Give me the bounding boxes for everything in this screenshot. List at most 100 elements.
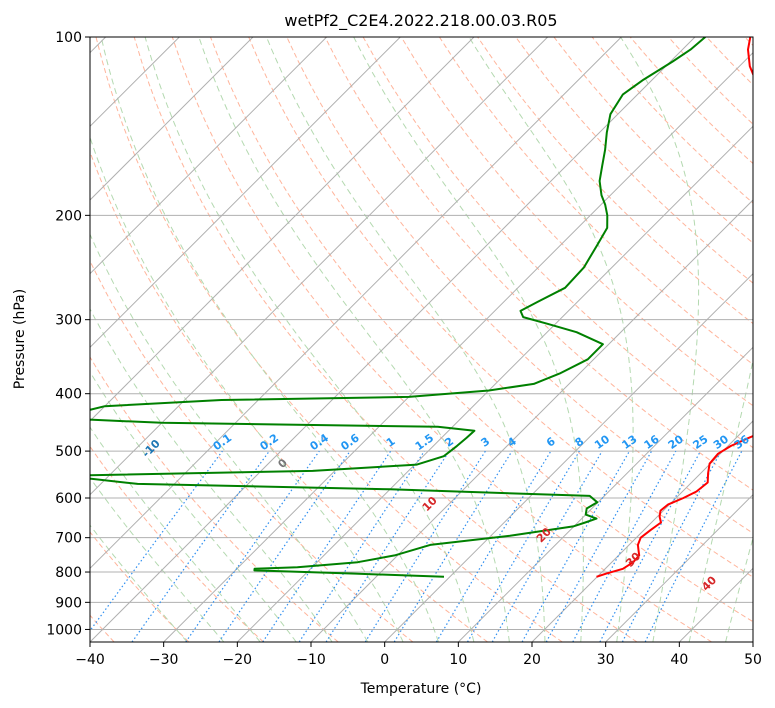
dry-adiabat-label: -20 bbox=[55, 401, 78, 424]
x-tick-label: −40 bbox=[75, 652, 105, 668]
moist-adiabat-label: 10 bbox=[420, 494, 440, 514]
mixing-ratio-label: 6 bbox=[544, 435, 558, 450]
moist-adiabat-line bbox=[353, 37, 584, 642]
y-tick-label: 900 bbox=[55, 595, 82, 611]
mixing-ratio-label: 20 bbox=[666, 432, 686, 452]
isotherm-line bbox=[752, 641, 753, 642]
dry-adiabat-line bbox=[362, 37, 753, 449]
mixing-ratio-label: 30 bbox=[711, 432, 731, 452]
isotherm-line bbox=[163, 51, 753, 642]
isotherm-line bbox=[678, 567, 753, 642]
y-tick-label: 600 bbox=[55, 491, 82, 507]
isotherm-line bbox=[457, 346, 753, 642]
moist-adiabat-label: 0 bbox=[275, 456, 290, 471]
mixing-ratio-line bbox=[599, 450, 702, 642]
isotherm-line bbox=[310, 199, 753, 642]
x-tick-label: 20 bbox=[523, 652, 541, 668]
mixing-ratio-label: 0.1 bbox=[211, 431, 234, 453]
mixing-ratio-line bbox=[218, 450, 351, 642]
isotherm-line bbox=[90, 37, 475, 422]
data-layer bbox=[90, 37, 753, 578]
y-tick-label: 200 bbox=[55, 208, 82, 224]
mixing-ratio-label: 4 bbox=[505, 435, 519, 450]
moist-adiabat-line bbox=[144, 37, 475, 642]
x-tick-label: 40 bbox=[670, 652, 688, 668]
mixing-ratio-line bbox=[90, 450, 223, 632]
isotherm-line bbox=[90, 37, 328, 275]
moist-adiabat-line bbox=[266, 37, 546, 642]
dry-adiabat-line bbox=[90, 150, 488, 642]
isotherm-line bbox=[384, 272, 753, 642]
dry-adiabat-line bbox=[668, 37, 753, 125]
y-tick-label: 100 bbox=[55, 30, 82, 46]
y-tick-label: 700 bbox=[55, 531, 82, 547]
mixing-ratio-label: 0.4 bbox=[308, 431, 332, 453]
dry-adiabat-line bbox=[90, 531, 190, 642]
mixing-ratio-label: 13 bbox=[619, 433, 639, 452]
dry-adiabat-line bbox=[133, 37, 638, 642]
dry-adiabat-line bbox=[210, 37, 753, 623]
mixing-ratio-label: 0.6 bbox=[338, 431, 362, 453]
mixing-ratio-line bbox=[298, 450, 425, 642]
temperature-profile bbox=[596, 37, 753, 578]
moist-adiabat-line bbox=[688, 358, 753, 642]
moist-adiabat-line bbox=[90, 426, 261, 642]
x-tick-label: 10 bbox=[449, 652, 467, 668]
y-tick-label: 800 bbox=[55, 565, 82, 581]
mixing-ratio-line bbox=[325, 450, 450, 642]
chart-title: wetPf2_C2E4.2022.218.00.03.R05 bbox=[284, 11, 557, 31]
dry-adiabat-line bbox=[171, 37, 712, 642]
mixing-ratio-line bbox=[131, 450, 270, 642]
mixing-ratio-label: 10 bbox=[592, 432, 612, 452]
x-tick-label: −30 bbox=[149, 652, 179, 668]
y-tick-label: 400 bbox=[55, 387, 82, 403]
mixing-ratio-line bbox=[393, 450, 513, 642]
moist-adiabat-line bbox=[90, 135, 404, 642]
moist-adiabat-line bbox=[100, 37, 439, 642]
y-tick-label: 300 bbox=[55, 313, 82, 329]
dry-adiabat-line bbox=[95, 37, 563, 642]
mixing-ratio-label: 16 bbox=[642, 432, 662, 452]
isotherm-line bbox=[531, 420, 753, 642]
mixing-ratio-line bbox=[572, 450, 677, 642]
grid-layer bbox=[90, 37, 775, 642]
mixing-ratio-line bbox=[644, 450, 743, 642]
mixing-ratio-line bbox=[545, 450, 653, 642]
x-tick-label: 30 bbox=[597, 652, 615, 668]
mixing-ratio-label: 3 bbox=[479, 435, 493, 450]
dewpoint-profile bbox=[90, 37, 706, 578]
dry-adiabat-line bbox=[324, 37, 753, 491]
mixing-ratio-line bbox=[435, 450, 552, 642]
dry-adiabat-line bbox=[515, 37, 753, 284]
mixing-ratio-label: 36 bbox=[732, 432, 752, 452]
isotherm-line bbox=[605, 493, 753, 642]
moist-adiabat-line bbox=[198, 37, 510, 642]
mixing-ratio-line bbox=[262, 450, 392, 642]
dry-adiabat-line bbox=[553, 37, 753, 244]
axis-layer: −40 −30 −20 −10 0 10 20 30 40 5010020030040050060… bbox=[46, 30, 762, 668]
moist-adiabat-line bbox=[90, 476, 225, 642]
dry-adiabat-line bbox=[90, 259, 414, 642]
mixing-ratio-label: 0.2 bbox=[258, 431, 281, 453]
plot-frame bbox=[89, 36, 754, 643]
dry-adiabat-line bbox=[90, 445, 264, 642]
x-tick-label: 50 bbox=[744, 652, 762, 668]
mixing-ratio-label: 25 bbox=[691, 433, 711, 452]
isotherm-line bbox=[90, 37, 254, 201]
isotherm-line bbox=[90, 37, 401, 349]
moist-adiabat-line bbox=[90, 370, 297, 642]
mixing-ratio-line bbox=[185, 450, 320, 642]
dry-adiabat-line bbox=[248, 37, 753, 578]
moist-adiabat-line bbox=[762, 37, 775, 642]
dry-adiabat-line bbox=[591, 37, 753, 204]
dry-adiabat-line bbox=[400, 37, 753, 407]
moist-adiabat-line bbox=[620, 37, 700, 642]
y-tick-label: 500 bbox=[55, 444, 82, 460]
moist-adiabat-line bbox=[725, 536, 753, 642]
x-axis-label: Temperature (°C) bbox=[360, 681, 482, 697]
dry-adiabat-line bbox=[90, 356, 339, 642]
y-axis-label: Pressure (hPa) bbox=[12, 289, 28, 389]
mixing-ratio-line bbox=[521, 450, 631, 642]
dry-adiabat-line bbox=[438, 37, 753, 366]
